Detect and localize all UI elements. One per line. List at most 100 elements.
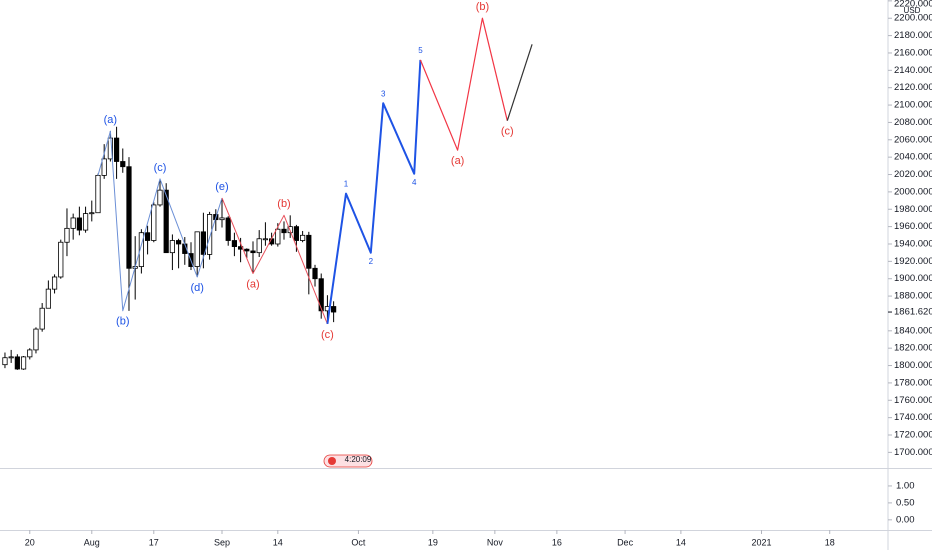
candle-body [14, 356, 20, 370]
candle [64, 208, 70, 257]
candle-body [169, 240, 175, 254]
y-tick-label: 2100.000 [894, 100, 932, 111]
candle [331, 301, 337, 323]
wave-label: (c) [501, 126, 514, 138]
y-tick-label: 1900.000 [894, 273, 932, 284]
candle [138, 229, 144, 274]
last-price-label: 1861.620 [894, 307, 932, 318]
candle-body [306, 234, 312, 269]
candle-body [20, 356, 27, 370]
wave-label: (a) [451, 155, 464, 167]
y-tick-label: 1800.000 [894, 360, 932, 371]
y-tick-label: 1820.000 [894, 343, 932, 354]
candle-body [144, 232, 151, 241]
y-tick-label: 2220.000 [894, 0, 932, 10]
candle-body [113, 137, 120, 162]
candle-body [157, 189, 163, 206]
x-tick-label: Aug [84, 537, 100, 547]
candle-body [331, 306, 337, 313]
candle [300, 230, 306, 243]
wave-label: (d) [190, 282, 203, 294]
candle [8, 349, 14, 363]
candle [14, 354, 20, 370]
candle-body [27, 349, 33, 358]
candle-body [318, 278, 324, 312]
flag-icon [328, 457, 336, 465]
wave-label: 3 [381, 89, 386, 98]
wave-label: (a) [246, 278, 259, 290]
candle-body [70, 217, 76, 229]
y-tick-label: 2160.000 [894, 47, 932, 58]
event-badge[interactable]: 4:20:09 [323, 454, 373, 468]
candle [33, 327, 39, 354]
candle-body [206, 214, 213, 255]
y-tick-label: 1720.000 [894, 430, 932, 441]
y-tick-label: 1980.000 [894, 204, 932, 215]
y-tick-label: 1940.000 [894, 239, 932, 250]
candle-body [275, 228, 281, 245]
candle [175, 238, 182, 269]
x-tick-label: 2021 [751, 537, 771, 547]
wave-label: 2 [369, 257, 374, 266]
candle [2, 352, 8, 369]
candle-body [200, 231, 206, 255]
candle-body [89, 212, 95, 215]
y-tick-label: 2040.000 [894, 152, 932, 163]
y-tick-label: 1700.000 [894, 447, 932, 458]
candle-body [151, 204, 157, 241]
lower-y-tick-label: 1.00 [896, 480, 915, 491]
candle-body [256, 238, 262, 254]
y-tick-label: 1960.000 [894, 221, 932, 232]
x-tick-label: Nov [487, 537, 504, 547]
wave-label: (b) [476, 1, 489, 13]
wave-label: 1 [344, 180, 349, 189]
candle-body [33, 328, 39, 351]
candle-body [312, 267, 318, 280]
candle [120, 148, 126, 173]
y-tick-label: 2140.000 [894, 65, 932, 76]
candle [157, 178, 163, 207]
candle-body [2, 357, 8, 366]
candle [27, 348, 33, 360]
candle [163, 183, 169, 254]
candle-body [225, 217, 231, 241]
candle [39, 303, 45, 332]
candle-body [231, 240, 238, 247]
candle-body [293, 226, 300, 241]
candle [262, 222, 269, 246]
wave-label: (a) [104, 114, 117, 126]
x-tick-label: 14 [273, 537, 283, 547]
candle [151, 202, 157, 243]
y-tick-label: 1840.000 [894, 325, 932, 336]
candle [113, 126, 120, 179]
x-tick-label: 16 [552, 537, 562, 547]
candle [200, 212, 206, 269]
candle [169, 234, 175, 271]
wave-label: (c) [154, 162, 167, 174]
wave-line [419, 17, 508, 151]
candle [219, 197, 225, 228]
candle-body [82, 213, 89, 231]
x-tick-label: 20 [25, 537, 35, 547]
candle [45, 280, 51, 309]
candle-body [126, 166, 132, 269]
y-tick-label: 2080.000 [894, 117, 932, 128]
candle [51, 274, 58, 294]
y-tick-label: 2180.000 [894, 30, 932, 41]
wave-label: 5 [418, 46, 423, 55]
wave-label: (c) [321, 329, 334, 341]
event-time: 4:20:09 [345, 455, 372, 464]
candle-body [120, 161, 126, 168]
currency-label: USD [904, 6, 921, 15]
y-tick-label: 2020.000 [894, 169, 932, 180]
candle-body [45, 288, 51, 309]
wave-line [221, 197, 328, 325]
candle [244, 248, 250, 258]
wave-label: 4 [412, 178, 417, 187]
candle-body [244, 248, 250, 252]
candle-body [281, 228, 287, 234]
candle [194, 231, 200, 277]
candle-body [262, 238, 269, 241]
